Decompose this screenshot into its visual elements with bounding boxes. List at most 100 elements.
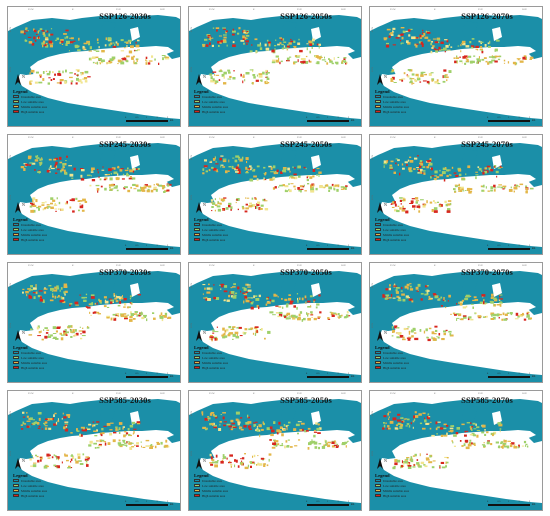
suitability-cell [396, 327, 400, 329]
suitability-cell [481, 444, 486, 446]
suitability-cell [29, 72, 31, 75]
legend-label: High suitable area [383, 109, 407, 114]
legend-swatch [375, 227, 381, 232]
suitability-cell [502, 443, 507, 445]
longitude-tick: 25°E [297, 8, 302, 11]
suitability-cell [388, 418, 390, 420]
suitability-cell [42, 299, 45, 301]
suitability-cell [32, 457, 34, 459]
suitability-cell [74, 458, 77, 461]
suitability-cell [402, 207, 406, 210]
panel-title: SSP585-2030s [99, 395, 151, 405]
suitability-cell [388, 35, 391, 38]
suitability-cell [343, 57, 346, 60]
panel-title: SSP245-2030s [99, 139, 151, 149]
suitability-cell [56, 327, 61, 329]
suitability-cell [401, 460, 403, 464]
suitability-cell [211, 206, 214, 208]
suitability-cell [241, 156, 244, 160]
suitability-cell [391, 326, 394, 329]
suitability-cell [467, 165, 471, 169]
suitability-cell [513, 186, 518, 190]
legend-label: Unsuitable area [383, 222, 403, 227]
suitability-cell [497, 446, 501, 449]
suitability-cell [318, 46, 320, 49]
suitability-cell [396, 291, 399, 294]
suitability-cell [407, 338, 411, 341]
suitability-cell [316, 167, 320, 170]
suitability-cell [97, 189, 99, 193]
longitude-tick: 0° [434, 392, 437, 395]
suitability-cell [115, 296, 120, 299]
suitability-cell [207, 416, 210, 418]
suitability-cell [242, 331, 245, 334]
suitability-cell [150, 189, 154, 193]
suitability-cell [473, 55, 476, 57]
suitability-cell [211, 166, 214, 169]
suitability-cell [306, 175, 311, 177]
longitude-tick: 25°W [209, 136, 215, 139]
suitability-cell [420, 74, 424, 77]
suitability-cell [75, 329, 77, 332]
suitability-cell [75, 82, 78, 85]
suitability-cell [489, 40, 491, 44]
suitability-cell [92, 424, 94, 428]
suitability-cell [449, 169, 451, 172]
suitability-cell [315, 62, 318, 64]
suitability-cell [451, 166, 454, 169]
suitability-cell [438, 46, 441, 50]
suitability-cell [216, 326, 218, 328]
suitability-cell [88, 50, 92, 52]
suitability-cell [245, 207, 249, 210]
suitability-cell [86, 427, 88, 430]
legend-swatch [13, 99, 19, 104]
suitability-cell [262, 421, 264, 425]
suitability-cell [401, 78, 403, 81]
land-mass [189, 271, 361, 382]
suitability-cell [399, 172, 401, 176]
suitability-cell [464, 297, 469, 301]
suitability-cell [305, 298, 307, 300]
suitability-cell [445, 465, 447, 468]
suitability-cell [248, 297, 252, 299]
legend-label: Middle suitable area [202, 488, 229, 493]
suitability-cell [246, 161, 248, 164]
suitability-cell [230, 465, 232, 468]
suitability-cell [90, 302, 94, 306]
suitability-cell [303, 317, 306, 321]
suitability-cell [269, 311, 274, 314]
legend-swatch [13, 109, 19, 114]
suitability-cell [319, 185, 324, 189]
suitability-cell [414, 43, 417, 46]
suitability-cell [77, 453, 81, 456]
suitability-cell [253, 462, 256, 465]
legend-item: Middle suitable area [375, 360, 435, 365]
suitability-cell [223, 424, 226, 427]
suitability-cell [526, 445, 529, 448]
suitability-cell [403, 72, 406, 75]
suitability-cell [37, 459, 40, 463]
suitability-cell [222, 416, 225, 420]
suitability-cell [232, 167, 236, 170]
suitability-cell [212, 329, 215, 332]
suitability-cell [227, 69, 231, 72]
scale-tick-label: 0.5 [135, 372, 139, 375]
suitability-cell [526, 311, 530, 314]
suitability-cell [488, 167, 491, 170]
suitability-cell [128, 50, 133, 54]
suitability-cell [112, 45, 117, 48]
suitability-cell [208, 169, 211, 172]
suitability-cell [20, 424, 23, 426]
suitability-cell [465, 57, 467, 60]
suitability-cell [394, 203, 397, 207]
suitability-cell [83, 428, 87, 432]
suitability-cell [115, 41, 118, 44]
suitability-cell [290, 38, 292, 40]
suitability-cell [408, 298, 413, 301]
legend-title: Legend [375, 345, 390, 350]
suitability-cell [259, 47, 263, 50]
suitability-cell [461, 42, 464, 45]
suitability-cell [90, 294, 95, 296]
suitability-cell [444, 39, 448, 41]
suitability-cell [395, 287, 400, 289]
